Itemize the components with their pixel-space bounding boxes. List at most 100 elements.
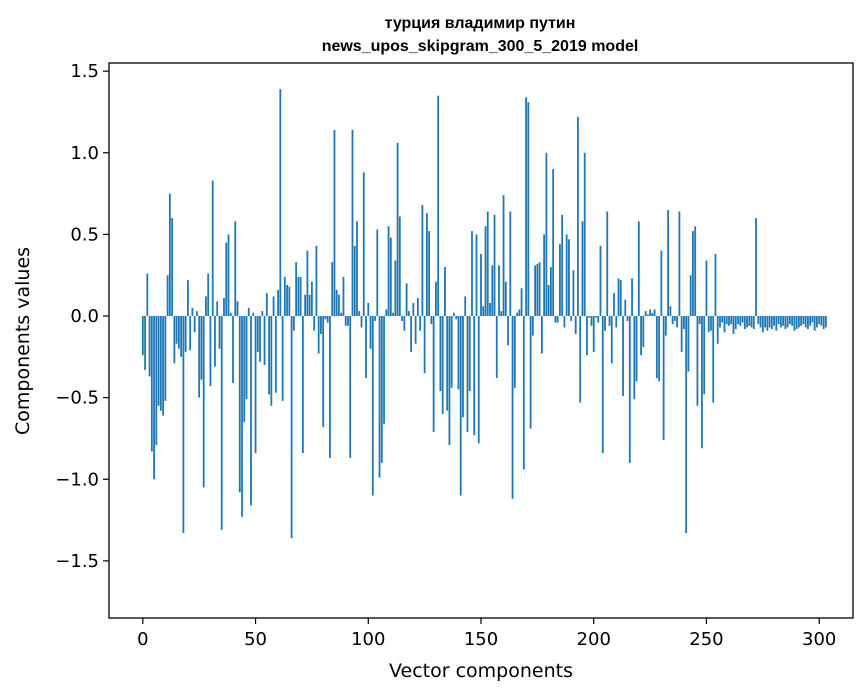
bar-143 [464,296,467,317]
bar-141 [459,316,462,496]
bar-154 [489,302,491,317]
bar-116 [403,316,406,331]
bar-205 [604,316,606,331]
bar-149 [477,316,480,444]
bar-5 [153,316,155,480]
bar-239 [680,316,683,352]
bar-1 [144,316,146,370]
bar-293 [802,316,805,325]
bar-35 [220,316,223,530]
x-tick-label: 100 [351,629,385,650]
bar-86 [335,289,338,317]
x-tick-label: 200 [577,629,611,650]
bar-253 [712,316,715,403]
bar-63 [283,276,286,317]
bar-212 [619,280,622,317]
bar-277 [766,316,769,331]
bar-183 [554,316,557,323]
bar-218 [633,316,636,400]
bar-219 [635,316,638,382]
bar-170 [525,97,527,317]
bar-177 [540,316,543,354]
bar-238 [678,211,681,317]
bar-84 [331,262,334,317]
bar-119 [410,316,413,352]
bar-237 [676,316,679,328]
bar-55 [265,293,268,317]
bar-252 [710,316,712,331]
bar-138 [453,312,455,317]
bar-79 [320,316,322,334]
bar-276 [764,316,766,328]
y-axis-label: Components values [12,247,34,435]
bar-226 [651,312,654,317]
bar-209 [613,293,615,317]
bar-29 [207,273,210,317]
bar-113 [396,142,399,317]
y-tick-label: −1.0 [55,469,99,490]
bar-128 [430,316,433,325]
bar-172 [529,316,532,429]
bar-95 [356,221,358,317]
bar-240 [683,316,685,330]
x-axis-ticks: 0 50 100 150 200 250 300 [137,618,836,650]
bar-142 [462,316,464,418]
bar-211 [617,278,620,317]
bar-194 [579,316,582,403]
bar-65 [288,286,291,317]
bar-59 [274,316,277,393]
bar-100 [367,302,370,317]
bar-7 [157,316,160,406]
x-tick-label: 250 [689,629,723,650]
bar-200 [592,316,595,352]
bar-139 [455,316,458,320]
bar-96 [358,311,361,317]
bar-120 [412,302,415,317]
bar-233 [667,209,670,317]
bar-249 [703,316,706,395]
bar-98 [362,172,365,317]
bar-220 [637,221,640,317]
bar-265 [739,316,742,326]
bar-47 [247,307,250,317]
bar-62 [281,316,284,401]
bar-275 [761,316,764,333]
bar-94 [353,245,356,317]
bar-199 [590,316,593,326]
bar-202 [597,316,600,323]
bar-229 [658,316,661,382]
bar-91 [347,316,349,326]
bar-27 [202,316,205,488]
bar-228 [655,316,658,379]
bar-80 [322,316,325,428]
bar-297 [811,316,814,323]
bar-148 [475,234,478,317]
bar-109 [387,226,390,317]
bar-190 [570,316,573,321]
bar-15 [175,316,178,344]
bar-193 [577,116,579,317]
bar-48 [250,316,252,506]
bar-2 [146,273,149,317]
bar-185 [559,244,561,317]
bar-302 [822,316,825,330]
bar-20 [187,280,189,317]
bar-107 [383,316,385,424]
bar-41 [234,221,237,317]
bar-262 [732,316,735,334]
bar-206 [606,211,609,317]
bar-135 [446,316,449,411]
bar-235 [671,316,674,325]
bar-173 [531,316,534,336]
bar-222 [642,316,645,348]
bar-223 [644,311,647,317]
bar-97 [360,316,363,328]
bar-39 [229,312,232,317]
bar-171 [527,102,530,317]
bar-168 [520,288,523,317]
bar-169 [522,316,525,470]
bar-198 [588,316,591,318]
bar-82 [326,316,329,323]
bar-147 [473,316,476,436]
